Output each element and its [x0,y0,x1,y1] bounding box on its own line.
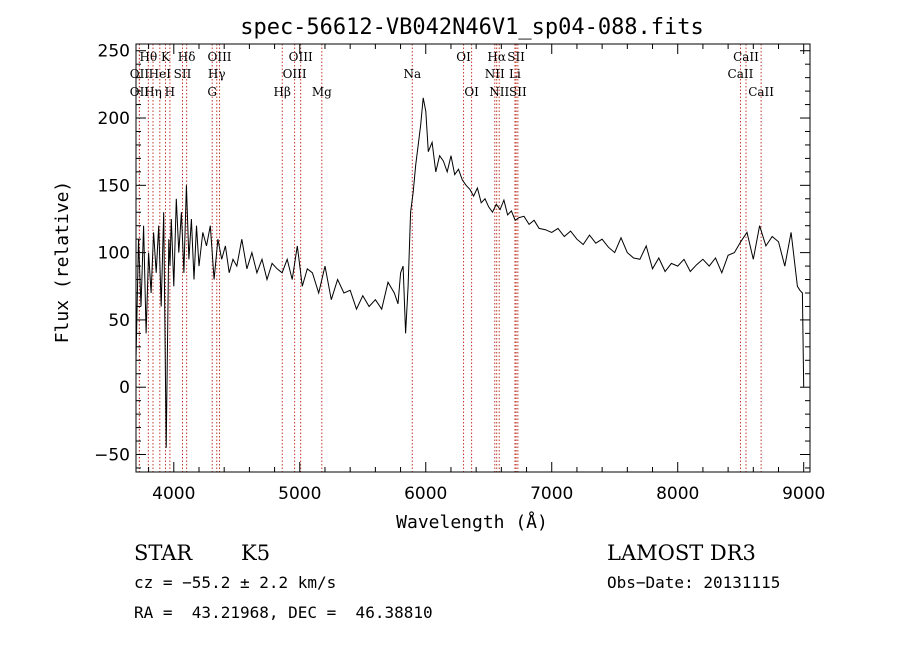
line-label-10: Hγ [208,67,226,81]
y-axis-ticks: −50 0 50 100 150 200 250 [94,42,810,469]
y-tick-label-3: 100 [98,244,130,264]
line-label-24: SII [509,85,527,99]
line-label-7: SII [174,67,192,81]
line-label-25: CaII [733,50,759,64]
plot-frame [135,43,811,473]
observation-date: Obs−Date: 20131115 [607,573,780,592]
spectral-line-markers [138,44,762,472]
line-label-1: OII [130,67,150,81]
line-label-9: OIII [207,50,231,64]
line-label-3: K [161,50,171,64]
x-tick-label-0: 4000 [152,484,195,504]
line-label-23: NII [489,85,509,99]
line-label-6: Hδ [178,50,196,64]
line-label-12: OIII [289,50,313,64]
y-axis-label: Flux (relative) [52,181,73,344]
line-label-26: CaII [728,67,754,81]
y-tick-label-1: 0 [119,378,130,398]
x-axis-label: Wavelength (Å) [396,511,548,533]
line-label-13: OIII [283,67,307,81]
survey-name: LAMOST DR3 [607,541,756,565]
redshift-cz: cz = −55.2 ± 2.2 km/s [134,573,336,592]
object-subclass: K5 [241,541,270,565]
line-label-8: H [165,85,175,99]
y-tick-label-2: 50 [108,311,130,331]
line-label-17: OI [456,50,471,64]
y-tick-label-0: −50 [94,446,130,466]
y-tick-label-4: 150 [98,176,130,196]
line-label-19: Hα [487,50,506,64]
x-tick-label-2: 6000 [404,484,447,504]
x-tick-label-1: 5000 [278,484,321,504]
flux-series-line [135,97,805,448]
line-label-0: Hθ [139,50,157,64]
x-tick-label-4: 8000 [656,484,699,504]
line-label-15: Mg [312,85,332,99]
line-label-4: HeI [149,67,172,81]
chart-title: spec-56612-VB042N46V1_sp04-088.fits [240,15,704,40]
line-label-20: SII [507,50,525,64]
x-tick-label-3: 7000 [530,484,573,504]
line-label-18: OI [464,85,479,99]
line-label-22: Li [509,67,521,81]
x-tick-label-5: 9000 [782,484,825,504]
line-label-14: Hβ [274,85,291,99]
line-label-11: G [207,85,217,99]
spectral-line-labels: Hθ OII OII K HeI Hη Hδ SII H OIII Hγ G OIII OIII Hβ Mg N… [130,50,775,99]
coordinates: RA = 43.21968, DEC = 46.38810 [134,603,433,622]
y-tick-label-6: 250 [98,42,130,62]
line-label-2: OII [130,85,150,99]
line-label-16: Na [403,67,421,81]
y-tick-label-5: 200 [98,109,130,129]
x-axis-ticks: 4000 5000 6000 7000 8000 9000 [148,44,825,504]
line-label-27: CaII [748,85,774,99]
line-label-5: Hη [144,85,162,99]
line-label-21: NII [485,67,505,81]
object-type: STAR [134,541,193,565]
